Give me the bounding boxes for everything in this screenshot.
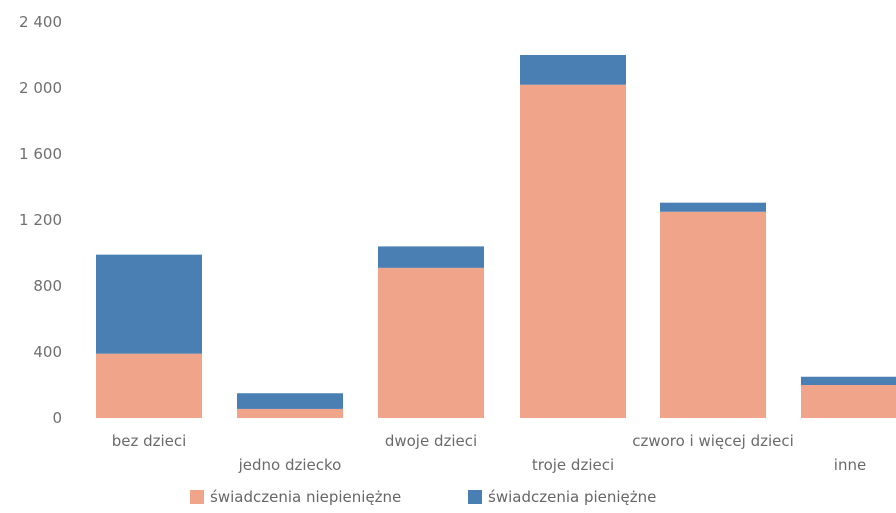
bar-segment-niepieniezne bbox=[520, 84, 626, 418]
x-category-label: troje dzieci bbox=[532, 456, 614, 474]
bar-segment-niepieniezne bbox=[660, 211, 766, 418]
bar-segment-pieniezne bbox=[378, 246, 484, 268]
legend-label: świadczenia pieniężne bbox=[488, 488, 656, 506]
x-category-label: bez dzieci bbox=[112, 432, 187, 450]
bar-segment-niepieniezne bbox=[237, 408, 343, 418]
y-tick-label: 1 600 bbox=[19, 145, 62, 163]
x-category-label: inne bbox=[834, 456, 866, 474]
y-tick-label: 2 400 bbox=[19, 13, 62, 31]
bar-segment-niepieniezne bbox=[378, 267, 484, 418]
legend-swatch bbox=[468, 490, 482, 504]
legend: świadczenia niepieniężne świadczenia pien… bbox=[190, 488, 656, 506]
y-tick-label: 1 200 bbox=[19, 211, 62, 229]
bar-segment-pieniezne bbox=[237, 393, 343, 409]
y-axis: 0 400 800 1 200 1 600 2 000 2 400 bbox=[19, 13, 62, 427]
x-category-label: dwoje dzieci bbox=[385, 432, 477, 450]
bar-segment-pieniezne bbox=[660, 202, 766, 212]
bar-segment-niepieniezne bbox=[96, 353, 202, 418]
y-tick-label: 2 000 bbox=[19, 79, 62, 97]
bar-segment-pieniezne bbox=[801, 376, 896, 385]
x-category-label: jedno dziecko bbox=[238, 456, 342, 474]
y-tick-label: 400 bbox=[33, 343, 62, 361]
bar-segment-pieniezne bbox=[96, 254, 202, 354]
legend-label: świadczenia niepieniężne bbox=[210, 488, 401, 506]
x-axis: bez dzieci jedno dziecko dwoje dzieci troje… bbox=[112, 432, 867, 474]
bar-segment-niepieniezne bbox=[801, 385, 896, 418]
y-tick-label: 800 bbox=[33, 277, 62, 295]
y-tick-label: 0 bbox=[52, 409, 62, 427]
bars-group bbox=[96, 55, 896, 418]
legend-swatch bbox=[190, 490, 204, 504]
bar-segment-pieniezne bbox=[520, 55, 626, 85]
x-category-label: czworo i więcej dzieci bbox=[632, 432, 794, 450]
